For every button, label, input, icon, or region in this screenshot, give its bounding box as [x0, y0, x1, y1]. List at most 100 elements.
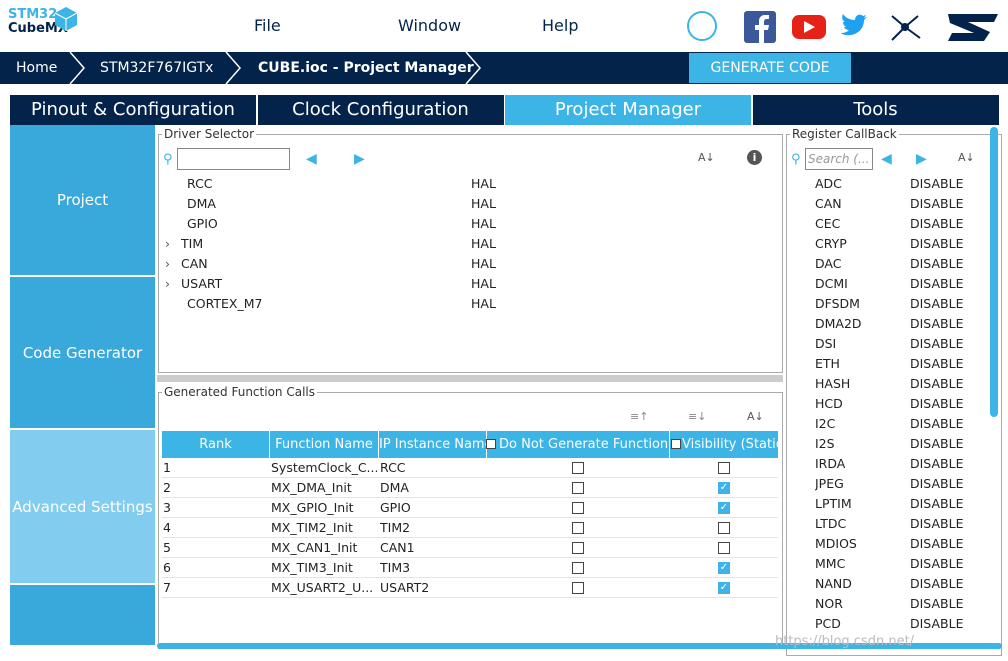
column-header[interactable]: Rank: [162, 431, 270, 458]
driver-mode: HAL: [471, 216, 496, 231]
callback-setting[interactable]: DISABLE: [910, 196, 964, 211]
callback-setting[interactable]: DISABLE: [910, 456, 964, 471]
driver-mode: HAL: [471, 176, 496, 191]
expand-arrow[interactable]: ›: [165, 256, 170, 271]
callback-setting[interactable]: DISABLE: [910, 356, 964, 371]
move-up-button[interactable]: ≡↑: [630, 410, 649, 423]
peripheral-name: JPEG: [815, 476, 844, 491]
prev-button[interactable]: ◀: [881, 151, 892, 167]
callback-setting[interactable]: DISABLE: [910, 616, 964, 631]
scrollbar[interactable]: [990, 127, 998, 417]
sidebar-item[interactable]: Advanced Settings: [10, 430, 155, 583]
table-row: [162, 558, 778, 578]
tab[interactable]: Project Manager: [505, 95, 751, 125]
sidebar-item[interactable]: Project: [10, 125, 155, 275]
checkbox[interactable]: [572, 542, 584, 554]
search-input[interactable]: [177, 148, 290, 170]
callback-setting[interactable]: DISABLE: [910, 376, 964, 391]
next-button[interactable]: ▶: [916, 151, 927, 167]
sort-button[interactable]: A↓: [747, 410, 764, 423]
checkbox[interactable]: [572, 462, 584, 474]
driver-mode: HAL: [471, 296, 496, 311]
driver-selector-panel: [158, 134, 783, 373]
generate-button[interactable]: GENERATE CODE: [689, 53, 851, 83]
checkbox[interactable]: [572, 562, 584, 574]
peripheral-name: DFSDM: [815, 296, 860, 311]
checkbox[interactable]: [718, 462, 730, 474]
breadcrumb[interactable]: Home: [16, 60, 58, 76]
column-header[interactable]: Function Name: [270, 431, 379, 458]
column-header[interactable]: Do Not Generate Function Ca: [487, 431, 670, 458]
rank-cell: 3: [163, 500, 171, 515]
callback-setting[interactable]: DISABLE: [910, 276, 964, 291]
rank-cell: 4: [163, 520, 171, 535]
splitter: [157, 375, 783, 382]
callback-setting[interactable]: DISABLE: [910, 396, 964, 411]
driver-name: RCC: [187, 176, 213, 191]
callback-setting[interactable]: DISABLE: [910, 436, 964, 451]
panel-title: Driver Selector: [162, 127, 257, 141]
callback-setting[interactable]: DISABLE: [910, 416, 964, 431]
table-row: [162, 518, 778, 538]
checkbox[interactable]: ✓: [718, 562, 730, 574]
callback-setting[interactable]: DISABLE: [910, 176, 964, 191]
sort-button[interactable]: A↓: [958, 151, 975, 164]
sidebar-fill: [10, 585, 155, 645]
callback-setting[interactable]: DISABLE: [910, 216, 964, 231]
tab[interactable]: Pinout & Configuration: [10, 95, 256, 125]
search-input[interactable]: Search (...: [805, 148, 873, 170]
callback-setting[interactable]: DISABLE: [910, 476, 964, 491]
watermark: https://blog.csdn.net/: [775, 634, 915, 649]
checkbox[interactable]: ✓: [718, 582, 730, 594]
peripheral-name: PCD: [815, 616, 841, 631]
menu-item[interactable]: Window: [398, 16, 462, 35]
driver-name: TIM: [181, 236, 204, 251]
peripheral-name: CAN: [815, 196, 842, 211]
peripheral-name: DMA2D: [815, 316, 862, 331]
callback-setting[interactable]: DISABLE: [910, 516, 964, 531]
checkbox[interactable]: [718, 542, 730, 554]
callback-setting[interactable]: DISABLE: [910, 336, 964, 351]
callback-setting[interactable]: DISABLE: [910, 316, 964, 331]
tab[interactable]: Tools: [752, 95, 999, 125]
checkbox[interactable]: [572, 582, 584, 594]
column-header[interactable]: Visibility (Static: [670, 431, 779, 458]
function-cell: MX_DMA_Init: [271, 480, 352, 495]
expand-arrow[interactable]: ›: [165, 276, 170, 291]
logo-line: CubeMX: [8, 21, 68, 36]
checkbox[interactable]: [718, 522, 730, 534]
scrollbar[interactable]: [157, 643, 1002, 649]
breadcrumb[interactable]: CUBE.ioc - Project Manager: [258, 60, 474, 76]
driver-name: CORTEX_M7: [187, 296, 263, 311]
breadcrumb[interactable]: STM32F767IGTx: [100, 60, 214, 76]
function-cell: MX_TIM3_Init: [271, 560, 353, 575]
checkbox[interactable]: [486, 439, 496, 449]
info-button[interactable]: i: [747, 150, 762, 165]
logo-cube: [54, 7, 78, 31]
expand-arrow[interactable]: ›: [165, 236, 170, 251]
social-icons: [687, 11, 998, 43]
callback-setting[interactable]: DISABLE: [910, 596, 964, 611]
checkbox[interactable]: ✓: [718, 482, 730, 494]
move-down-button[interactable]: ≡↓: [688, 410, 707, 423]
checkbox[interactable]: [572, 482, 584, 494]
tab[interactable]: Clock Configuration: [257, 95, 504, 125]
callback-setting[interactable]: DISABLE: [910, 256, 964, 271]
next-button[interactable]: ▶: [354, 151, 365, 167]
callback-setting[interactable]: DISABLE: [910, 556, 964, 571]
menu-item[interactable]: Help: [542, 16, 579, 35]
prev-button[interactable]: ◀: [306, 151, 317, 167]
checkbox[interactable]: [671, 439, 681, 449]
callback-setting[interactable]: DISABLE: [910, 236, 964, 251]
sort-button[interactable]: A↓: [698, 151, 715, 164]
callback-setting[interactable]: DISABLE: [910, 576, 964, 591]
callback-setting[interactable]: DISABLE: [910, 496, 964, 511]
column-header[interactable]: IP Instance Name: [379, 431, 487, 458]
callback-setting[interactable]: DISABLE: [910, 536, 964, 551]
checkbox[interactable]: ✓: [718, 502, 730, 514]
checkbox[interactable]: [572, 502, 584, 514]
menu-item[interactable]: File: [254, 16, 281, 35]
callback-setting[interactable]: DISABLE: [910, 296, 964, 311]
sidebar-item[interactable]: Code Generator: [10, 277, 155, 428]
checkbox[interactable]: [572, 522, 584, 534]
